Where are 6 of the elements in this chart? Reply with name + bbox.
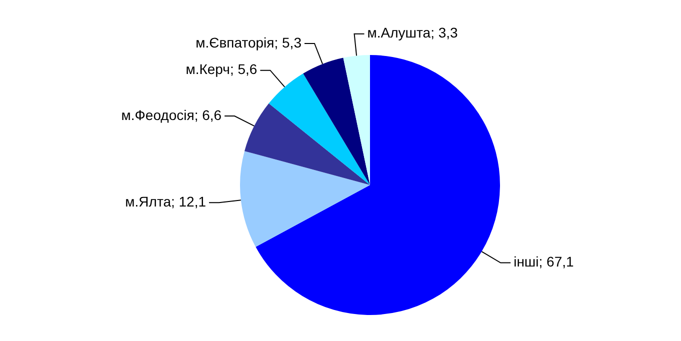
slice-label: м.Ялта; 12,1 bbox=[125, 193, 206, 210]
slice-label: м.Алушта; 3,3 bbox=[367, 24, 458, 41]
slice-label: м.Євпаторія; 5,3 bbox=[196, 34, 302, 50]
slice-label: м.Феодосія; 6,6 bbox=[121, 106, 222, 123]
slice-label: інші; 67,1 bbox=[514, 254, 574, 270]
slice-label: м.Керч; 5,6 bbox=[186, 61, 258, 78]
